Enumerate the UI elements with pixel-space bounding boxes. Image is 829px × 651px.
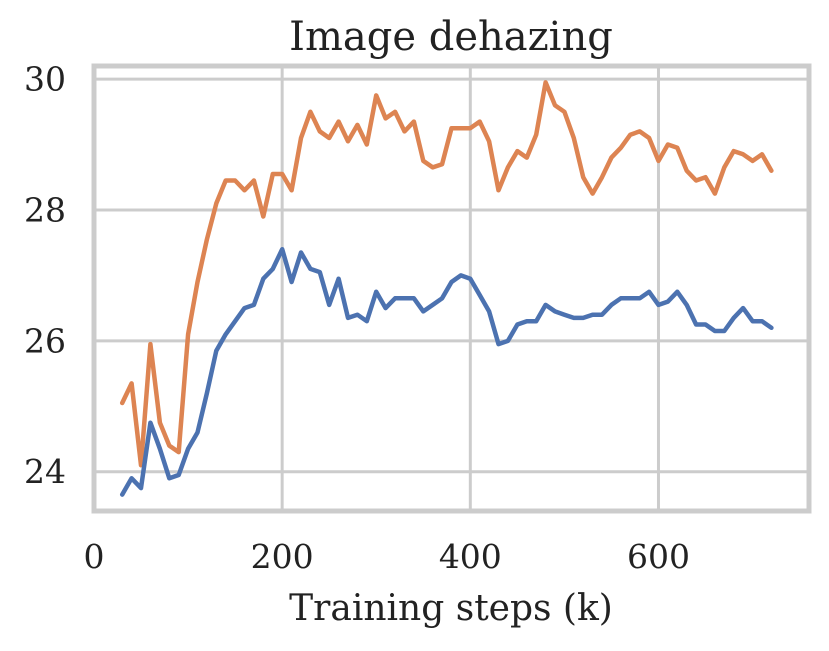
x-tick-labels: 0 200 400 600 (84, 537, 690, 576)
series-line-2 (119, 246, 774, 497)
y-tick-label: 30 (24, 60, 66, 99)
x-tick-label: 200 (251, 537, 314, 576)
x-axis-label: Training steps (k) (289, 588, 613, 629)
x-tick-label: 600 (627, 537, 690, 576)
series-line-1 (119, 80, 774, 468)
x-tick-label: 0 (84, 537, 105, 576)
chart-title: Image dehazing (289, 14, 613, 60)
y-tick-label: 26 (24, 321, 66, 360)
y-tick-label: 28 (24, 190, 66, 229)
series-lines (119, 80, 774, 497)
x-tick-label: 400 (439, 537, 502, 576)
y-tick-labels: 24 26 28 30 (24, 60, 66, 492)
plot-frame (91, 63, 812, 514)
y-tick-label: 24 (24, 452, 66, 491)
